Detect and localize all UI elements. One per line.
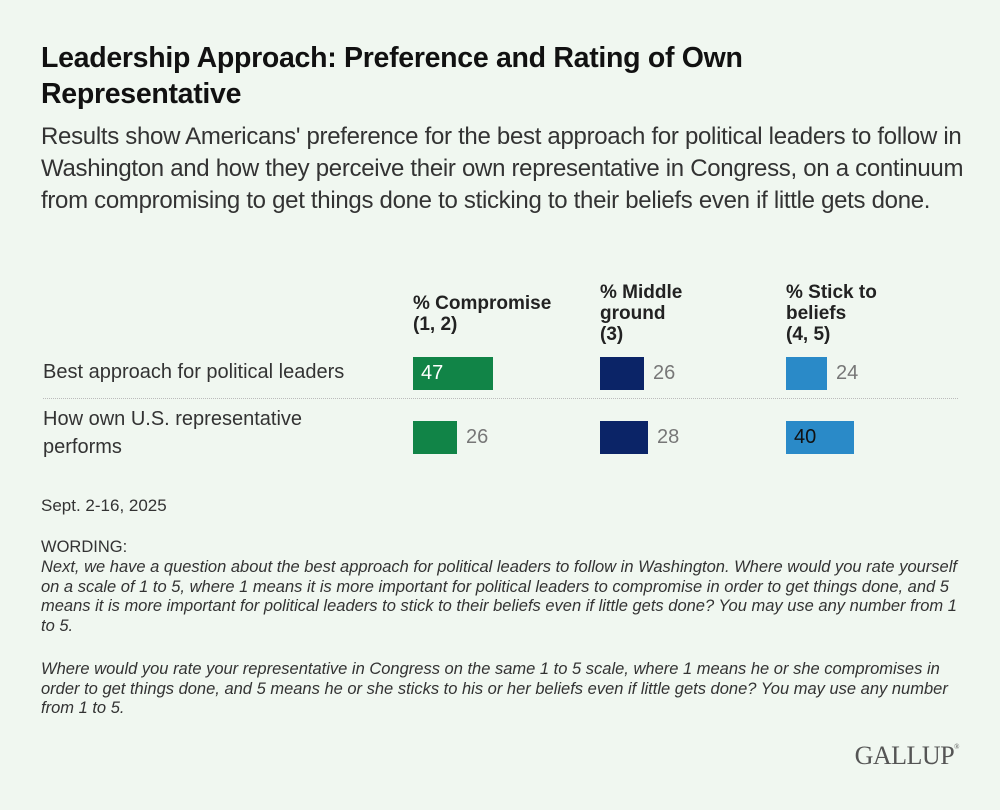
column-header-line: % Compromise	[413, 293, 552, 314]
column-header-line: ground	[600, 303, 666, 324]
row-divider	[43, 398, 958, 399]
column-header-line: % Stick to	[786, 282, 877, 303]
wording-question-2: Where would you rate your representative…	[41, 660, 948, 717]
bar	[600, 421, 648, 454]
column-header-line: (3)	[600, 324, 624, 345]
chart-subtitle: Results show Americans' preference for t…	[41, 123, 964, 214]
column-header-2: % Stick to beliefs (4, 5)	[786, 282, 877, 345]
column-header-0: % Compromise (1, 2)	[413, 293, 551, 335]
bar: 40	[786, 421, 854, 454]
data-label: 26	[653, 362, 676, 384]
bar	[413, 421, 457, 454]
survey-date: Sept. 2-16, 2025	[41, 496, 167, 515]
gallup-logo-text: GALLUP	[854, 741, 955, 770]
wording-question-1: Next, we have a question about the best …	[41, 558, 957, 635]
bar	[600, 357, 644, 390]
row-label: Best approach for political leaders	[43, 361, 345, 383]
data-label: 26	[466, 426, 489, 448]
registered-mark: ®	[954, 743, 959, 751]
column-header-line: (1, 2)	[413, 314, 458, 335]
bar: 47	[413, 357, 493, 390]
column-header-1: % Middle ground (3)	[600, 282, 682, 345]
data-label: 28	[657, 426, 680, 448]
column-header-line: beliefs	[786, 303, 847, 324]
gallup-logo: GALLUP®	[854, 741, 960, 771]
wording-heading: WORDING:	[41, 538, 128, 556]
bar	[786, 357, 827, 390]
data-label: 24	[836, 362, 859, 384]
data-label: 47	[421, 362, 444, 384]
chart-title: Leadership Approach: Preference and Rati…	[41, 42, 743, 110]
column-header-line: % Middle	[600, 282, 683, 303]
column-header-line: (4, 5)	[786, 324, 831, 345]
row-label: How own U.S. representative performs	[43, 408, 303, 458]
data-label: 40	[794, 426, 817, 448]
